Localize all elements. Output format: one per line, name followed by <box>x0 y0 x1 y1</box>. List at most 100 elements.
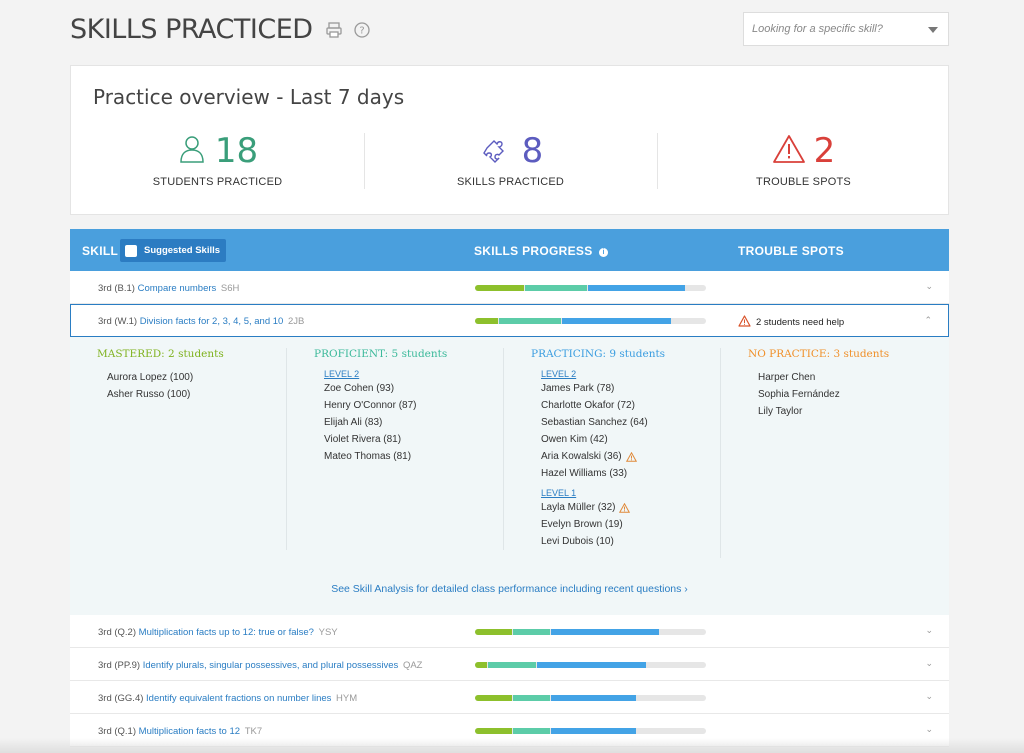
student-item[interactable]: Lily Taylor <box>758 406 803 417</box>
skills-practiced-value: 8 <box>521 131 544 171</box>
chevron-down-icon <box>928 27 938 33</box>
progress-proficient <box>512 728 550 734</box>
skill-grade: 3rd (PP.9) <box>98 660 141 671</box>
skill-grade: 3rd (W.1) <box>98 316 138 327</box>
progress-bar <box>475 695 706 701</box>
progress-practicing <box>562 318 672 324</box>
skill-search-select[interactable]: Looking for a specific skill? <box>743 12 949 46</box>
skill-name-link[interactable]: Multiplication facts to 12 <box>138 726 241 737</box>
chevron-down-icon[interactable]: ⌄ <box>925 625 933 635</box>
chevron-right-icon: › <box>684 583 688 595</box>
skill-grade: 3rd (Q.1) <box>98 726 137 737</box>
trouble-spots-value: 2 <box>813 131 836 171</box>
skill-grade: 3rd (GG.4) <box>98 693 144 704</box>
table-row[interactable]: 3rd (PP.9) Identify plurals, singular po… <box>70 648 949 681</box>
skill-name-link[interactable]: Identify equivalent fractions on number … <box>146 693 332 704</box>
student-item[interactable]: Charlotte Okafor (72) <box>541 400 635 411</box>
overview-title: Practice overview - Last 7 days <box>93 85 405 109</box>
table-row[interactable]: 3rd (Q.2) Multiplication facts up to 12:… <box>70 615 949 648</box>
svg-text:?: ? <box>359 26 364 37</box>
trouble-text: 2 students need help <box>756 317 845 328</box>
stat-trouble-spots: 2 TROUBLE SPOTS <box>657 131 950 188</box>
suggested-skills-toggle[interactable]: Suggested Skills <box>120 239 227 262</box>
skill-name-link[interactable]: Identify plurals, singular possessives, … <box>142 660 399 671</box>
skill-label[interactable]: 3rd (PP.9) Identify plurals, singular po… <box>98 660 422 671</box>
skill-label[interactable]: 3rd (GG.4) Identify equivalent fractions… <box>98 693 357 704</box>
student-item[interactable]: Levi Dubois (10) <box>541 536 614 547</box>
progress-mastered <box>475 285 524 291</box>
skill-search-placeholder: Looking for a specific skill? <box>752 23 883 35</box>
practice-overview-card: Practice overview - Last 7 days 18 STUDE… <box>70 65 949 215</box>
stat-students-practiced: 18 STUDENTS PRACTICED <box>71 131 364 188</box>
checkbox-icon[interactable] <box>125 244 137 257</box>
level-2-link[interactable]: LEVEL 2 <box>541 369 577 379</box>
skill-code: S6H <box>220 283 240 294</box>
skill-grade: 3rd (B.1) <box>98 283 135 294</box>
skill-detail-panel: MASTERED: 2 students Aurora Lopez (100) … <box>70 337 949 615</box>
student-item[interactable]: Layla Müller (32) <box>541 499 720 516</box>
student-item[interactable]: Hazel Williams (33) <box>541 468 628 479</box>
level-2-link[interactable]: LEVEL 2 <box>324 369 360 379</box>
info-icon[interactable]: i <box>599 248 609 257</box>
chevron-up-icon[interactable]: ⌃ <box>924 315 932 325</box>
skill-label[interactable]: 3rd (Q.2) Multiplication facts up to 12:… <box>98 627 338 638</box>
student-item[interactable]: Evelyn Brown (19) <box>541 519 623 530</box>
practicing-title: PRACTICING: 9 students <box>531 348 666 360</box>
student-item[interactable]: Aurora Lopez (100) <box>107 372 194 383</box>
student-name: Layla Müller (32) <box>541 502 616 513</box>
warning-icon <box>772 134 806 169</box>
skill-analysis-link-text[interactable]: See Skill Analysis for detailed class pe… <box>331 583 682 595</box>
progress-proficient <box>512 629 550 635</box>
progress-proficient <box>487 662 537 668</box>
student-item[interactable]: Asher Russo (100) <box>107 389 191 400</box>
progress-mastered <box>475 695 512 701</box>
students-practiced-label: STUDENTS PRACTICED <box>152 176 283 188</box>
progress-proficient <box>524 285 587 291</box>
col-skills-progress-label: SKILLS PROGRESS <box>474 244 593 258</box>
col-skill: SKILL <box>82 244 119 258</box>
progress-proficient <box>499 318 562 324</box>
skill-name-link[interactable]: Multiplication facts up to 12: true or f… <box>138 627 314 638</box>
progress-mastered <box>475 662 487 668</box>
student-item[interactable]: Zoe Cohen (93) <box>324 383 395 394</box>
chevron-down-icon[interactable]: ⌄ <box>925 724 933 734</box>
progress-bar <box>475 662 706 668</box>
student-item[interactable]: Sebastian Sanchez (64) <box>541 417 648 428</box>
level-1-link[interactable]: LEVEL 1 <box>541 488 577 498</box>
student-item[interactable]: Violet Rivera (81) <box>324 434 402 445</box>
progress-bar <box>475 728 706 734</box>
chevron-down-icon[interactable]: ⌄ <box>925 691 933 701</box>
student-item[interactable]: Owen Kim (42) <box>541 434 608 445</box>
skill-name-link[interactable]: Compare numbers <box>137 283 217 294</box>
skill-code: 2JB <box>287 316 305 327</box>
student-item[interactable]: Aria Kowalski (36) <box>541 448 720 465</box>
skill-analysis-link[interactable]: See Skill Analysis for detailed class pe… <box>70 583 949 595</box>
skill-label[interactable]: 3rd (W.1) Division facts for 2, 3, 4, 5,… <box>98 316 304 327</box>
chevron-down-icon[interactable]: ⌄ <box>925 658 933 668</box>
student-item[interactable]: Harper Chen <box>758 372 816 383</box>
progress-practicing <box>537 662 646 668</box>
student-item[interactable]: Henry O'Connor (87) <box>324 400 417 411</box>
student-item[interactable]: Mateo Thomas (81) <box>324 451 412 462</box>
suggested-skills-label: Suggested Skills <box>144 245 221 256</box>
table-row[interactable]: 3rd (GG.4) Identify equivalent fractions… <box>70 681 949 714</box>
student-item[interactable]: Sophia Fernández <box>758 389 840 400</box>
table-row-expanded[interactable]: 3rd (W.1) Division facts for 2, 3, 4, 5,… <box>70 304 949 337</box>
table-header: SKILL Suggested Skills SKILLS PROGRESS i… <box>70 229 949 271</box>
skill-label[interactable]: 3rd (Q.1) Multiplication facts to 12 TK7 <box>98 726 262 737</box>
student-item[interactable]: Elijah Ali (83) <box>324 417 383 428</box>
practicing-column: PRACTICING: 9 students LEVEL 2 James Par… <box>504 348 721 558</box>
skill-code: QAZ <box>402 660 423 671</box>
skill-label[interactable]: 3rd (B.1) Compare numbers S6H <box>98 283 239 294</box>
student-name: Aria Kowalski (36) <box>541 451 622 462</box>
table-row[interactable]: 3rd (B.1) Compare numbers S6H ⌄ <box>70 271 949 304</box>
help-icon[interactable]: ? <box>353 21 371 39</box>
progress-bar <box>475 318 706 324</box>
print-icon[interactable] <box>325 21 343 39</box>
chevron-down-icon[interactable]: ⌄ <box>925 281 933 291</box>
progress-practicing <box>550 629 660 635</box>
skill-name-link[interactable]: Division facts for 2, 3, 4, 5, and 10 <box>139 316 284 327</box>
student-item[interactable]: James Park (78) <box>541 383 615 394</box>
students-practiced-value: 18 <box>214 131 259 171</box>
mastered-column: MASTERED: 2 students Aurora Lopez (100) … <box>70 348 287 550</box>
